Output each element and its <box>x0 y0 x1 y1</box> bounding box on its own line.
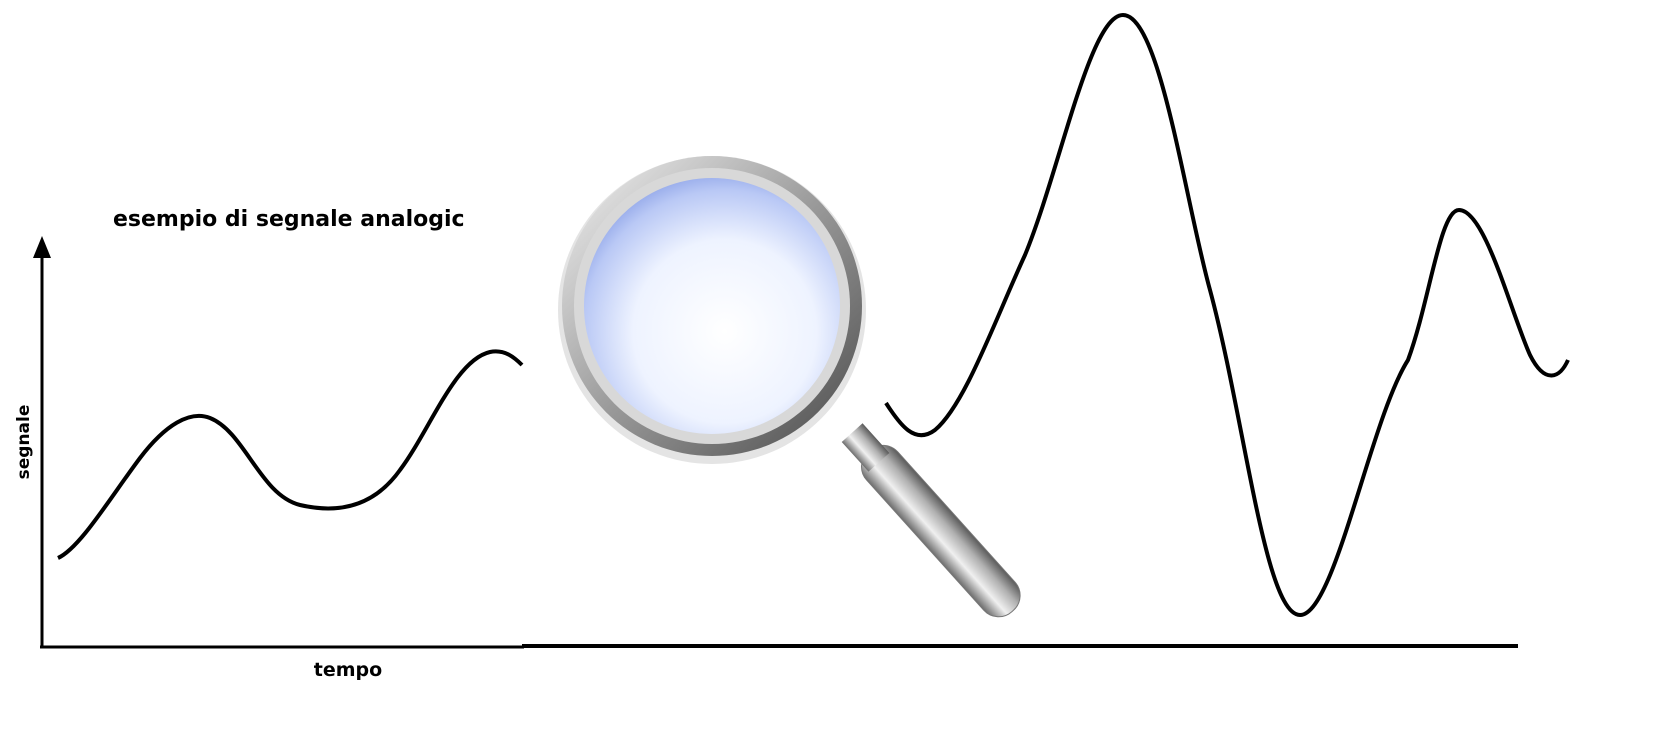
enlarged-signal-curve <box>884 12 1570 618</box>
y-axis-label: segnale <box>14 405 34 480</box>
magnifier-neck <box>841 423 890 472</box>
x-axis-label: tempo <box>314 659 382 681</box>
magnifier-lens <box>584 178 840 434</box>
small-signal-curve <box>57 349 524 560</box>
magnifier-handle <box>861 444 1021 618</box>
y-axis-arrow <box>33 236 51 258</box>
title: esempio di segnale analogic <box>113 207 465 232</box>
magnifier <box>558 156 1021 618</box>
